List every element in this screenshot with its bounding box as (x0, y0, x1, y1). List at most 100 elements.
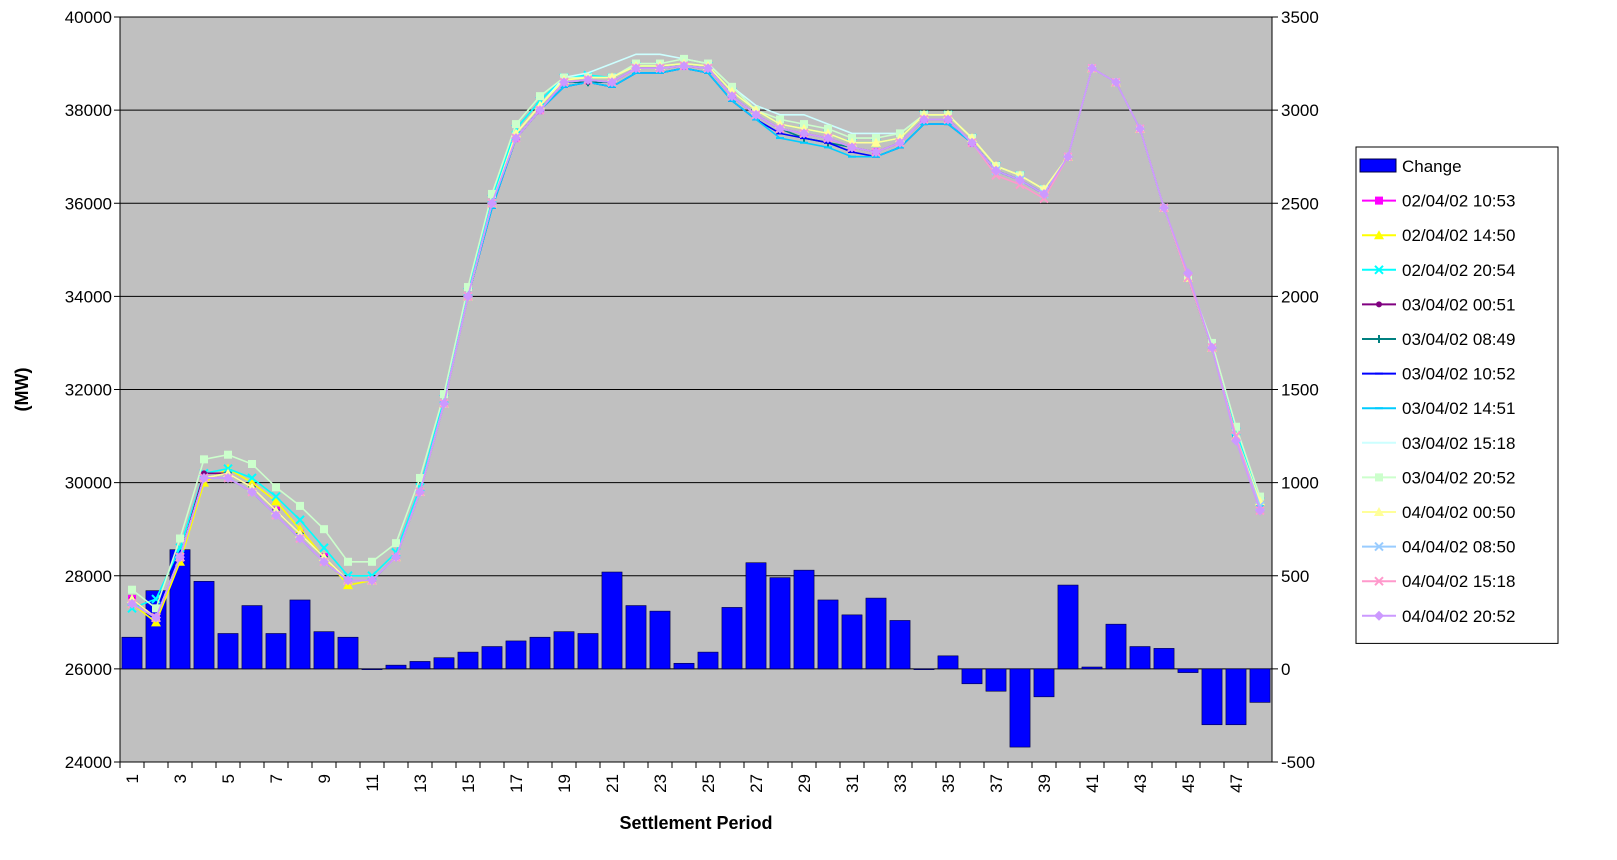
bar (1201, 668, 1223, 726)
y-left-tick-label: 38000 (65, 101, 112, 120)
point (871, 147, 881, 158)
point (247, 477, 257, 487)
y-left-tick-label: 28000 (65, 567, 112, 586)
x-tick-label: 13 (411, 774, 430, 793)
point (151, 612, 161, 623)
legend-entry: 02/04/02 14:50 (1362, 226, 1515, 245)
bar (817, 599, 839, 670)
bar (1153, 648, 1175, 670)
point (248, 460, 256, 468)
x-tick-label: 5 (219, 774, 238, 783)
point (583, 74, 593, 85)
point (1376, 301, 1382, 308)
y-right-tick-label: 0 (1281, 660, 1290, 679)
legend: Change 02/04/02 10:53 02/04/02 14:50 02/04/… (1355, 146, 1559, 644)
point (127, 598, 137, 609)
bar (337, 636, 359, 670)
bar (577, 633, 599, 670)
y-right-tick-label: -500 (1281, 753, 1315, 772)
point (343, 575, 353, 586)
x-tick-label: 43 (1131, 774, 1150, 793)
bar (1225, 668, 1247, 726)
point (535, 105, 545, 116)
point (1087, 63, 1097, 74)
bar (313, 631, 335, 670)
y-left-tick-label: 26000 (65, 660, 112, 679)
point (1231, 435, 1241, 446)
legend-entry: 03/04/02 15:18 (1362, 434, 1515, 453)
point (919, 114, 929, 125)
legend-label: 03/04/02 00:51 (1402, 295, 1515, 314)
legend-label: 03/04/02 15:18 (1402, 434, 1515, 453)
legend-entry: 04/04/02 08:50 (1362, 538, 1515, 557)
bar (481, 646, 503, 670)
legend-label: 04/04/02 08:50 (1402, 538, 1515, 557)
legend-label: 02/04/02 20:54 (1402, 261, 1515, 280)
bar (649, 610, 671, 670)
x-tick-label: 9 (315, 774, 334, 783)
bar (553, 631, 575, 670)
y-left-tick-label: 34000 (65, 287, 112, 306)
bar (1249, 668, 1271, 703)
x-axis-title: Settlement Period (619, 813, 772, 833)
point (1374, 576, 1384, 586)
legend-entry: Change (1359, 157, 1462, 176)
legend-label: 03/04/02 14:51 (1402, 399, 1515, 418)
legend-label: 04/04/02 15:18 (1402, 572, 1515, 591)
point (511, 133, 521, 144)
point (991, 165, 1001, 176)
y-right-tick-label: 2000 (1281, 287, 1319, 306)
axes (114, 16, 1278, 768)
legend-label: 02/04/02 14:50 (1402, 226, 1515, 245)
bar (1057, 584, 1079, 670)
bar (793, 569, 815, 670)
bar (1033, 668, 1055, 698)
point (272, 483, 280, 492)
point (391, 552, 401, 563)
point (320, 525, 328, 534)
bar (1081, 666, 1103, 670)
legend-entry: 02/04/02 10:53 (1362, 192, 1515, 211)
bar (289, 599, 311, 670)
point (1255, 505, 1265, 516)
point (1207, 342, 1217, 353)
point (464, 283, 472, 292)
bar (721, 607, 743, 670)
point (439, 398, 449, 409)
point (1375, 473, 1383, 482)
bar (433, 657, 455, 670)
legend-entry: 03/04/02 10:52 (1362, 365, 1515, 384)
x-tick-label: 15 (459, 774, 478, 793)
point (344, 557, 352, 566)
point (176, 534, 184, 543)
bar (673, 662, 695, 670)
bar (937, 655, 959, 670)
point (943, 114, 953, 125)
right-y-axis-tick-labels: -500 0 500 1000 1500 2000 2500 3000 3500 (1281, 8, 1319, 772)
point (199, 472, 209, 483)
left-y-axis-title: (MW) (12, 368, 32, 412)
point (1374, 507, 1384, 516)
x-tick-label: 1 (123, 774, 142, 783)
legend-entry: 04/04/02 20:52 (1362, 607, 1515, 626)
point (703, 63, 713, 74)
legend-label: 04/04/02 20:52 (1402, 607, 1515, 626)
point (1374, 265, 1384, 275)
bar (529, 636, 551, 670)
point (487, 198, 497, 209)
bar (169, 549, 191, 670)
point (631, 63, 641, 74)
point (319, 556, 329, 567)
bar (601, 571, 623, 670)
point (295, 533, 305, 544)
legend-label: 03/04/02 20:52 (1402, 468, 1515, 487)
bar (361, 668, 383, 670)
point (319, 543, 329, 553)
point (224, 450, 232, 459)
point (463, 291, 473, 302)
x-tick-label: 11 (363, 774, 382, 792)
point (488, 189, 496, 198)
x-tick-label: 45 (1179, 774, 1198, 793)
point (607, 77, 617, 88)
point (536, 92, 544, 101)
